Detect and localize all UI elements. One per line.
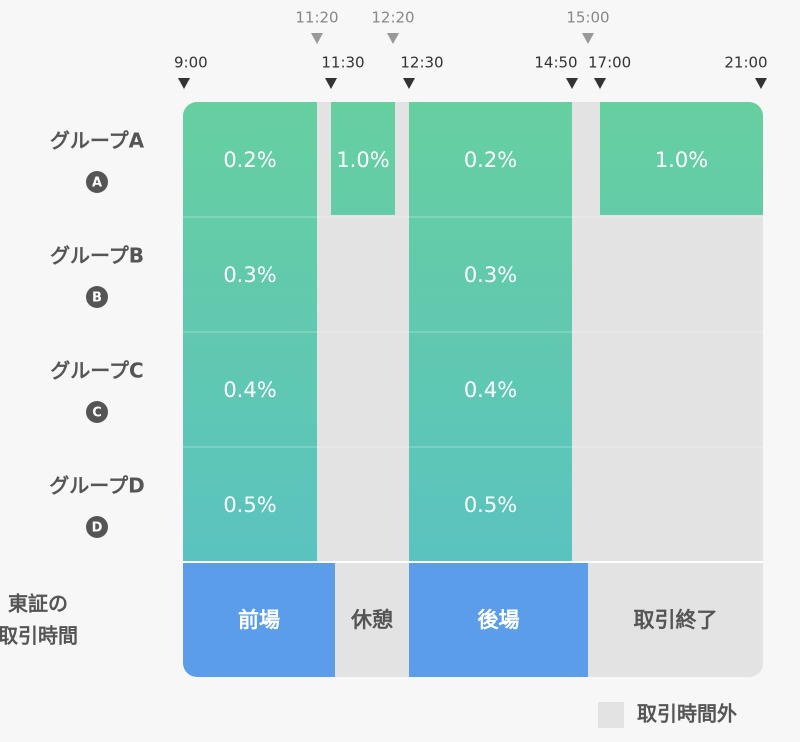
- time-arrow: [755, 78, 767, 89]
- session-name: 取引終了: [634, 608, 718, 632]
- session-name: 休憩: [350, 608, 393, 632]
- rate-value: 0.4%: [223, 378, 276, 402]
- session-block: [335, 562, 409, 677]
- time-arrow: [566, 78, 578, 89]
- rate-value: 0.4%: [464, 378, 517, 402]
- group-badge: [86, 516, 108, 538]
- group-badge: [86, 171, 108, 193]
- group-label: グループD: [49, 474, 144, 498]
- rate-cell: [409, 102, 572, 217]
- time-label: 21:00: [724, 54, 767, 72]
- rate-cell: [183, 217, 317, 332]
- rate-cell: [183, 332, 317, 447]
- rate-cell: [331, 102, 395, 215]
- time-arrow: [387, 33, 399, 44]
- session-row-label: 取引時間: [0, 624, 78, 648]
- group-badge-letter: A: [92, 176, 102, 191]
- time-label: 9:00: [174, 54, 208, 72]
- time-label-secondary: 11:20: [295, 9, 338, 27]
- time-label: 14:50: [534, 54, 577, 72]
- group-badge: [86, 286, 108, 308]
- time-arrow: [311, 33, 323, 44]
- time-label: 11:30: [321, 54, 364, 72]
- group-label: グループC: [50, 359, 143, 383]
- rate-cell: [409, 217, 572, 332]
- group-badge-letter: B: [92, 291, 102, 306]
- legend-swatch: [598, 702, 624, 728]
- rate-value: 0.3%: [464, 263, 517, 287]
- legend-label: 取引時間外: [637, 702, 737, 726]
- rate-value: 0.2%: [464, 148, 517, 172]
- time-arrow: [325, 78, 337, 89]
- time-arrow: [594, 78, 606, 89]
- rate-value: 0.2%: [223, 148, 276, 172]
- rate-value: 1.0%: [655, 148, 708, 172]
- time-label: 12:30: [400, 54, 443, 72]
- group-badge-letter: D: [92, 521, 103, 536]
- rate-cell: [183, 102, 317, 217]
- rate-value: 0.5%: [464, 493, 517, 517]
- group-badge-letter: C: [92, 406, 102, 421]
- session-name: 前場: [238, 608, 280, 632]
- rate-cell: [183, 447, 317, 562]
- schedule-grid: 0.2% 1.0% 0.2% 1.0% 0.3% 0.3% 0.4% 0.4% 0.5% 0.5%…: [183, 102, 763, 677]
- group-label: グループB: [50, 244, 144, 268]
- session-block: [409, 562, 588, 677]
- rate-cell: [600, 102, 763, 215]
- rate-cell: [409, 447, 572, 562]
- time-label-secondary: 15:00: [566, 9, 609, 27]
- group-badge: [86, 401, 108, 423]
- session-row-label: 東証の: [8, 592, 68, 616]
- time-arrow: [178, 78, 190, 89]
- session-block: [183, 562, 335, 677]
- rate-value: 1.0%: [336, 148, 389, 172]
- time-arrow: [582, 33, 594, 44]
- rate-value: 0.3%: [223, 263, 276, 287]
- session-block: [588, 562, 763, 677]
- rate-cell: [409, 332, 572, 447]
- time-arrow: [403, 78, 415, 89]
- group-label: グループA: [50, 129, 145, 153]
- time-label: 17:00: [588, 54, 631, 72]
- session-name: 後場: [478, 608, 520, 632]
- time-label-secondary: 12:20: [371, 9, 414, 27]
- rate-value: 0.5%: [223, 493, 276, 517]
